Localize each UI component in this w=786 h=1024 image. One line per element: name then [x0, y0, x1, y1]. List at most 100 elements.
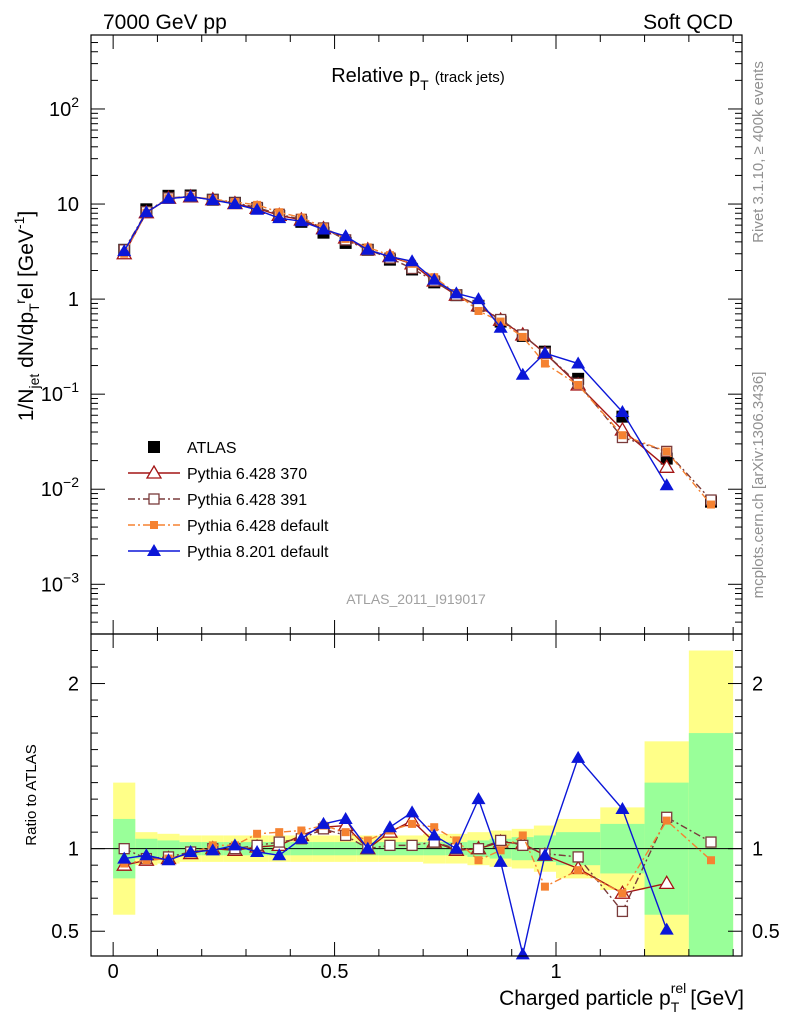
ratio-p6def-point: [275, 828, 284, 837]
ratio-p391-point: [273, 836, 285, 848]
ratio-p8-point: [117, 851, 132, 864]
main-y-tick-label: 10: [57, 194, 79, 216]
x-tick-label: 1: [550, 961, 561, 983]
main-p8-point: [360, 242, 375, 255]
legend-marker: [148, 493, 160, 505]
legend-marker: [145, 464, 163, 479]
main-p8-point: [471, 292, 486, 305]
ratio-y-axis-label: Ratio to ATLAS: [23, 744, 40, 845]
ratio-p8-point: [294, 831, 309, 844]
ratio-frame: [90, 633, 743, 957]
main-p8-point: [382, 249, 397, 262]
header-energy: 7000 GeV pp: [103, 11, 227, 34]
ratio-p6def-point: [408, 819, 417, 828]
main-panel: Relative pT (track jets) 10−3 10−2 10−1 1 10 1…: [11, 34, 743, 635]
x-tick-label: 0.5: [321, 961, 349, 983]
legend-marker: [150, 521, 158, 529]
main-p8-point: [294, 214, 309, 227]
main-p8-point: [537, 346, 552, 359]
main-p8-point: [493, 320, 508, 333]
main-p8-point: [316, 222, 331, 235]
ratio-p370-point: [658, 875, 675, 889]
main-p8-point: [515, 367, 530, 380]
main-p8-point: [161, 191, 176, 204]
ratio-p6def-point: [618, 889, 627, 898]
ratio-p8-point: [537, 848, 552, 861]
ratio-y-tick-label-right: 1: [752, 839, 763, 861]
ratio-p8-point: [382, 820, 397, 833]
ratio-p8-point: [405, 805, 420, 818]
ratio-y-tick-label: 0.5: [51, 921, 79, 943]
main-p8-point: [183, 189, 198, 202]
legend-label: Pythia 6.428 370: [187, 466, 307, 483]
main-p8-point: [227, 197, 242, 210]
ratio-p391-point: [616, 905, 629, 918]
main-p8-point: [615, 404, 630, 417]
main-y-tick-label: 102: [49, 94, 79, 121]
ratio-p6def-point: [363, 836, 372, 845]
ratio-p6def-point: [474, 856, 483, 865]
ratio-p6def-point: [297, 826, 306, 835]
ratio-p6def-point: [253, 829, 262, 838]
ratio-p6def-point: [574, 866, 583, 875]
ratio-p8-point: [338, 811, 353, 824]
ratio-p391-point: [572, 851, 584, 863]
ratio-p8-point: [493, 854, 508, 867]
ratio-p8-point: [183, 844, 198, 857]
header-category: Soft QCD: [643, 11, 733, 34]
x-axis-label: Charged particle pTrel [GeV]: [499, 980, 744, 1015]
ratio-y-tick-label: 1: [68, 839, 79, 861]
main-p6def-point: [618, 431, 627, 440]
ratio-p8-point: [227, 838, 242, 851]
ratio-p8-point: [515, 947, 530, 960]
ratio-p8-point: [571, 750, 586, 763]
ratio-y-tick-label-right: 0.5: [752, 921, 780, 943]
main-p6def-point: [662, 447, 671, 456]
ratio-p6def-point: [452, 836, 461, 845]
main-p8-point: [117, 244, 132, 257]
ratio-p8-point: [250, 844, 265, 857]
ratio-p6def-point: [341, 828, 350, 837]
ratio-p391-point: [384, 839, 396, 852]
main-p8-point: [250, 202, 265, 215]
legend-marker: [148, 441, 160, 453]
main-y-tick-label: 10−1: [41, 379, 79, 406]
ratio-p8-point: [615, 802, 630, 815]
ratio-y-tick-label: 2: [68, 674, 79, 696]
main-p8-point: [405, 254, 420, 267]
main-y-tick-label: 10−2: [41, 474, 79, 501]
ratio-p8-point: [316, 816, 331, 829]
main-y-tick-label: 10−3: [41, 569, 79, 596]
ratio-p391-point: [472, 843, 485, 855]
ratio-p6def-point: [430, 823, 439, 832]
legend-label: Pythia 8.201 default: [187, 544, 329, 561]
main-y-axis-label: 1/Njet dN/dpTrel [GeV-1]: [11, 211, 42, 421]
ratio-p8-point: [427, 828, 442, 841]
legend: ATLAS Pythia 6.428 370 Pythia 6.428 391 Pyt…: [128, 440, 329, 561]
legend-label: Pythia 6.428 default: [187, 518, 329, 535]
legend-marker: [147, 544, 161, 556]
ratio-p6def-point: [518, 831, 527, 840]
main-p8-point: [338, 229, 353, 242]
main-p6def-point: [574, 380, 583, 389]
main-p370-point: [658, 459, 675, 473]
legend-label: Pythia 6.428 391: [187, 492, 307, 509]
ratio-p8-point: [659, 922, 674, 935]
ratio-panel: 0.5 0.5 1 1 2 2 0 0.5 1 Ratio to ATLAS Charged p…: [23, 633, 780, 1015]
ratio-p6def-point: [540, 882, 549, 891]
analysis-id: ATLAS_2011_I919017: [346, 591, 486, 607]
main-p8-point: [571, 356, 586, 369]
main-p8-point: [272, 211, 287, 224]
mcplots-label: mcplots.cern.ch [arXiv:1306.3436]: [750, 372, 767, 599]
ratio-p8-point: [139, 848, 154, 861]
main-y-tick-label: 1: [68, 289, 79, 311]
main-title: Relative pT (track jets): [331, 65, 505, 93]
ratio-p8-point: [272, 848, 287, 861]
ratio-p8-point: [449, 841, 464, 854]
ratio-p8-point: [360, 841, 375, 854]
ratio-p8-point: [471, 792, 486, 805]
main-p6def-point: [540, 359, 549, 368]
legend-label: ATLAS: [187, 440, 237, 457]
ratio-p6def-point: [707, 856, 715, 865]
